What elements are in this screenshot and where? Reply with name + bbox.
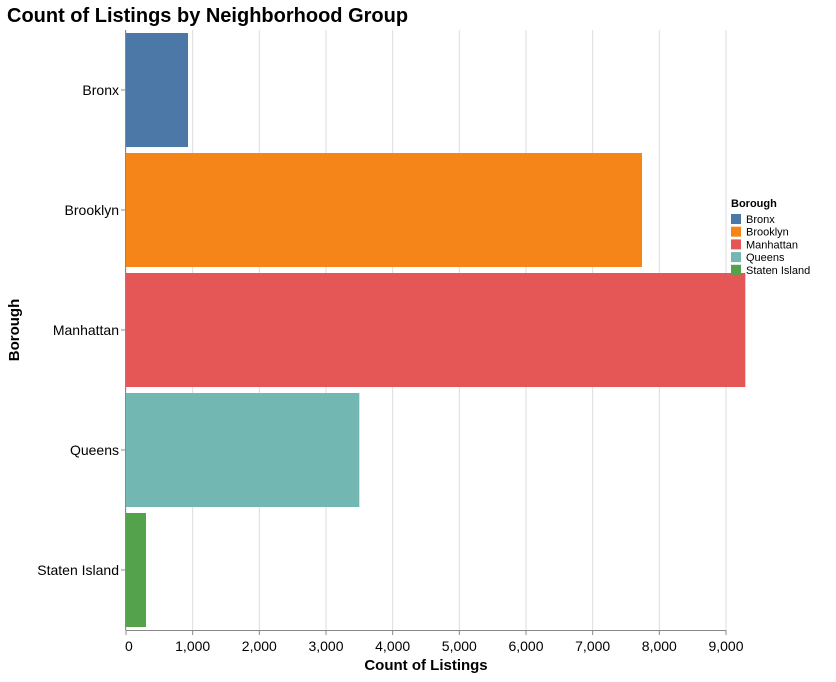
x-tick-label: 2,000 (242, 638, 277, 654)
x-tick-label: 3,000 (308, 638, 343, 654)
chart-title: Count of Listings by Neighborhood Group (7, 5, 408, 27)
bar-layer (126, 33, 746, 627)
x-axis-title: Count of Listings (364, 657, 487, 674)
x-tick-label: 4,000 (375, 638, 410, 654)
x-tick-label: 7,000 (575, 638, 610, 654)
x-tick-label: 0 (125, 638, 133, 654)
legend-swatch (731, 239, 741, 250)
x-tick-label: 8,000 (642, 638, 677, 654)
bar-manhattan (126, 273, 746, 387)
y-tick-label: Staten Island (37, 562, 119, 578)
x-tick-label: 5,000 (442, 638, 477, 654)
legend-label: Bronx (746, 214, 775, 226)
x-tick-label: 9,000 (708, 638, 743, 654)
bar-queens (126, 393, 360, 507)
legend-swatch (731, 264, 741, 275)
x-tick-label: 1,000 (175, 638, 210, 654)
legend-title: Borough (731, 198, 777, 210)
axis-layer: 0 1,000 2,000 3,000 4,000 5,000 6,000 7,000 8,00… (37, 30, 744, 654)
bar-staten-island (126, 513, 146, 627)
y-tick-label: Manhattan (53, 322, 119, 338)
legend-swatch (731, 214, 741, 224)
legend-label: Brooklyn (746, 227, 789, 239)
legend: Borough BronxBrooklynManhattanQueensStat… (731, 198, 810, 277)
y-tick-label: Bronx (82, 82, 119, 98)
x-tick-label: 6,000 (508, 638, 543, 654)
y-tick-label: Brooklyn (65, 202, 119, 218)
y-tick-label: Queens (70, 442, 119, 458)
bar-brooklyn (126, 153, 642, 267)
legend-swatch (731, 252, 741, 263)
legend-label: Manhattan (746, 239, 798, 251)
legend-label: Queens (746, 252, 785, 264)
legend-label: Staten Island (746, 265, 810, 277)
y-axis-title: Borough (6, 299, 23, 361)
legend-swatch (731, 226, 741, 237)
bar-bronx (126, 33, 188, 147)
